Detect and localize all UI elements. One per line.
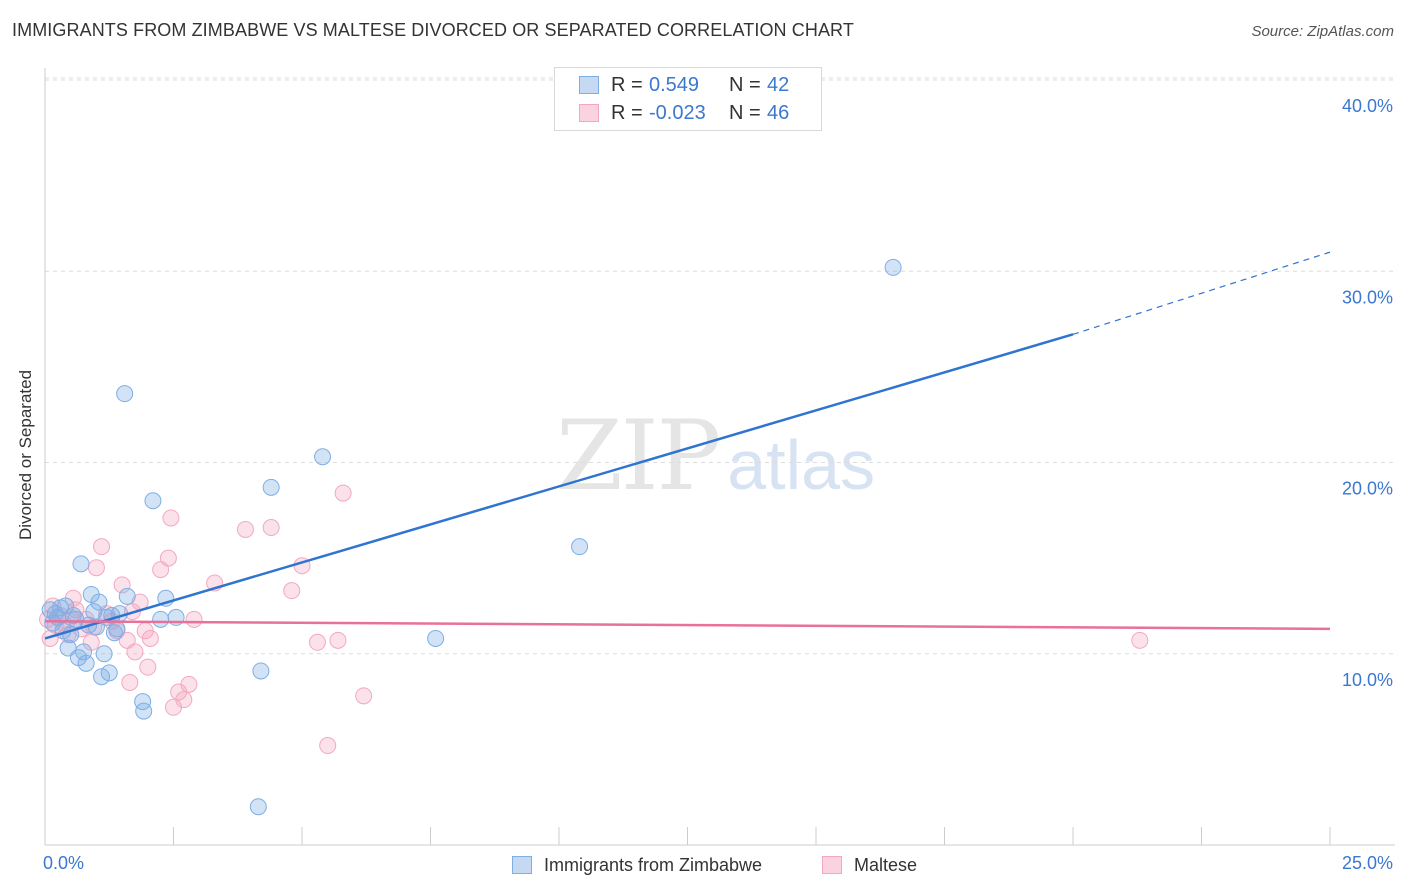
maltese-point xyxy=(162,509,180,527)
zimbabwe-point xyxy=(95,645,113,663)
maltese-point xyxy=(126,643,144,661)
series-swatch-zimbabwe xyxy=(512,856,532,874)
zimbabwe-point xyxy=(118,587,136,605)
maltese-point xyxy=(141,629,159,647)
zimbabwe-trend-line xyxy=(44,333,1074,640)
zimbabwe-point xyxy=(77,654,95,672)
maltese-point xyxy=(319,737,337,755)
correlation-legend: R = 0.549 N = 42 R = -0.023 N = 46 xyxy=(554,67,822,131)
source-label: Source: ZipAtlas.com xyxy=(1251,23,1394,40)
maltese-point xyxy=(159,549,177,567)
series-legend-maltese: Maltese xyxy=(822,852,917,878)
zimbabwe-trend-extension xyxy=(1072,251,1331,335)
x-tick-label: 0.0% xyxy=(43,853,84,873)
watermark-atlas: atlas xyxy=(727,426,876,504)
zimbabwe-point xyxy=(884,258,902,276)
zimbabwe-point xyxy=(262,478,280,496)
zimbabwe-point xyxy=(135,702,153,720)
series-legend-zimbabwe: Immigrants from Zimbabwe xyxy=(512,852,762,878)
zimbabwe-point xyxy=(93,668,111,686)
zimbabwe-point xyxy=(571,538,589,556)
series-legend: Immigrants from Zimbabwe Maltese xyxy=(0,852,1406,878)
zimbabwe-point xyxy=(72,555,90,573)
legend-swatch-zimbabwe xyxy=(579,76,599,94)
series-swatch-maltese xyxy=(822,856,842,874)
legend-n-label: N = xyxy=(729,101,761,124)
zimbabwe-point xyxy=(108,620,126,638)
maltese-point xyxy=(185,610,203,628)
legend-n-value: 46 xyxy=(767,101,790,124)
maltese-point xyxy=(139,658,157,676)
zimbabwe-point xyxy=(249,798,267,816)
maltese-point xyxy=(308,633,326,651)
zimbabwe-point xyxy=(134,693,152,711)
zimbabwe-point xyxy=(427,629,445,647)
zimbabwe-point xyxy=(314,448,332,466)
chart-title: IMMIGRANTS FROM ZIMBABWE VS MALTESE DIVO… xyxy=(12,20,854,40)
maltese-point xyxy=(180,675,198,693)
legend-r-value: -0.023 xyxy=(649,101,706,124)
y-tick-label: 10.0% xyxy=(1342,670,1393,690)
legend-n-value: 42 xyxy=(767,73,790,96)
maltese-point xyxy=(355,687,373,705)
maltese-point xyxy=(329,631,347,649)
maltese-point xyxy=(1131,631,1149,649)
zimbabwe-point xyxy=(252,662,270,680)
maltese-point xyxy=(334,484,352,502)
maltese-point xyxy=(87,559,105,577)
series-legend-label: Maltese xyxy=(854,854,918,875)
zimbabwe-point xyxy=(116,385,134,403)
legend-r-value: 0.549 xyxy=(649,73,700,96)
legend-r-label: R = xyxy=(611,73,643,96)
maltese-point xyxy=(283,582,301,600)
maltese-point xyxy=(175,691,193,709)
watermark-zip: ZIP xyxy=(556,400,721,512)
legend-n-label: N = xyxy=(729,73,761,96)
maltese-trend-line xyxy=(44,619,1331,631)
y-tick-label: 30.0% xyxy=(1342,287,1393,307)
maltese-point xyxy=(262,519,280,537)
zimbabwe-point xyxy=(100,664,118,682)
zimbabwe-point xyxy=(144,492,162,510)
zimbabwe-point xyxy=(152,610,170,628)
y-tick-label: 40.0% xyxy=(1342,96,1393,116)
legend-row-maltese: R = -0.023 N = 46 xyxy=(579,100,789,126)
y-tick-label: 20.0% xyxy=(1342,479,1393,499)
watermark: ZIP atlas xyxy=(556,400,875,512)
series-legend-label: Immigrants from Zimbabwe xyxy=(544,854,763,875)
maltese-point xyxy=(236,520,254,538)
legend-row-zimbabwe: R = 0.549 N = 42 xyxy=(579,72,789,98)
x-tick-label: 25.0% xyxy=(1342,853,1393,873)
legend-r-label: R = xyxy=(611,101,643,124)
maltese-point xyxy=(93,538,111,556)
legend-swatch-maltese xyxy=(579,104,599,122)
zimbabwe-point xyxy=(90,593,108,611)
maltese-point xyxy=(121,673,139,691)
